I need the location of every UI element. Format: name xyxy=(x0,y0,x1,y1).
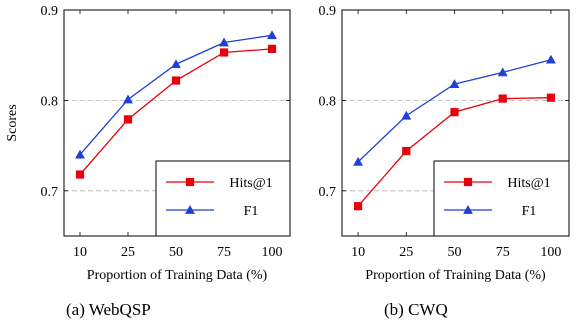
x-tick-label: 25 xyxy=(121,245,135,260)
data-point-hits1 xyxy=(450,108,459,117)
x-tick-label: 50 xyxy=(448,245,462,260)
series-f1 xyxy=(75,30,277,159)
x-tick-label: 50 xyxy=(169,245,183,260)
data-point-f1 xyxy=(401,110,412,120)
legend-marker-hits1 xyxy=(185,177,195,187)
legend-label-hits1: Hits@1 xyxy=(229,176,272,191)
legend-label-hits1: Hits@1 xyxy=(507,176,550,191)
x-tick-label: 100 xyxy=(262,245,283,260)
y-tick-label: 0.8 xyxy=(319,94,337,109)
x-tick-label: 75 xyxy=(217,245,231,260)
data-point-hits1 xyxy=(267,44,277,53)
y-tick-label: 0.7 xyxy=(319,185,337,200)
data-point-hits1 xyxy=(75,170,85,179)
data-point-f1 xyxy=(219,37,229,47)
series-hits1 xyxy=(353,93,556,211)
data-point-hits1 xyxy=(171,76,181,85)
data-point-hits1 xyxy=(123,115,133,124)
x-tick-label: 25 xyxy=(399,245,413,260)
data-point-f1 xyxy=(75,149,85,159)
legend: Hits@1 F1 xyxy=(155,160,291,237)
y-tick-label: 0.8 xyxy=(41,94,59,109)
caption-webqsp: (a) WebQSP xyxy=(66,300,151,319)
data-point-f1 xyxy=(267,30,277,40)
series-hits1 xyxy=(75,44,277,179)
x-axis-label: Proportion of Training Data (%) xyxy=(365,268,546,283)
y-tick-label: 0.9 xyxy=(41,4,59,19)
chart-panel-cwq: 0.7 0.8 0.9 10 25 50 75 100 Proportion of Traini… xyxy=(319,4,570,283)
y-axis-label: Scores xyxy=(5,104,20,141)
x-tick-label: 10 xyxy=(351,245,365,260)
data-point-hits1 xyxy=(498,94,507,103)
data-point-f1 xyxy=(449,79,460,88)
legend-label-f1: F1 xyxy=(522,204,537,219)
legend-label-f1: F1 xyxy=(244,204,259,219)
x-axis-label: Proportion of Training Data (%) xyxy=(87,268,268,283)
y-tick-label: 0.7 xyxy=(41,185,59,200)
data-point-f1 xyxy=(123,94,133,104)
data-point-hits1 xyxy=(353,202,363,211)
legend-marker-f1 xyxy=(185,204,195,214)
legend: Hits@1 F1 xyxy=(433,160,570,237)
series-f1 xyxy=(353,54,556,166)
data-point-hits1 xyxy=(546,93,556,102)
y-tick-label: 0.9 xyxy=(319,4,337,19)
legend-box xyxy=(433,160,570,237)
data-point-f1 xyxy=(546,54,556,64)
data-point-hits1 xyxy=(219,48,229,57)
legend-marker-hits1 xyxy=(463,177,473,187)
x-tick-label: 75 xyxy=(496,245,510,260)
chart-panel-webqsp: 0.7 0.8 0.9 10 25 50 75 100 Proportion of Traini… xyxy=(5,4,291,283)
legend-marker-f1 xyxy=(463,204,473,214)
data-point-hits1 xyxy=(402,146,411,156)
data-point-f1 xyxy=(171,59,181,69)
x-tick-label: 10 xyxy=(73,245,87,260)
data-point-f1 xyxy=(497,67,508,77)
caption-cwq: (b) CWQ xyxy=(384,300,448,319)
x-tick-label: 100 xyxy=(540,245,561,260)
legend-box xyxy=(155,160,291,237)
data-point-f1 xyxy=(353,156,363,166)
series-line-f1 xyxy=(79,34,273,156)
